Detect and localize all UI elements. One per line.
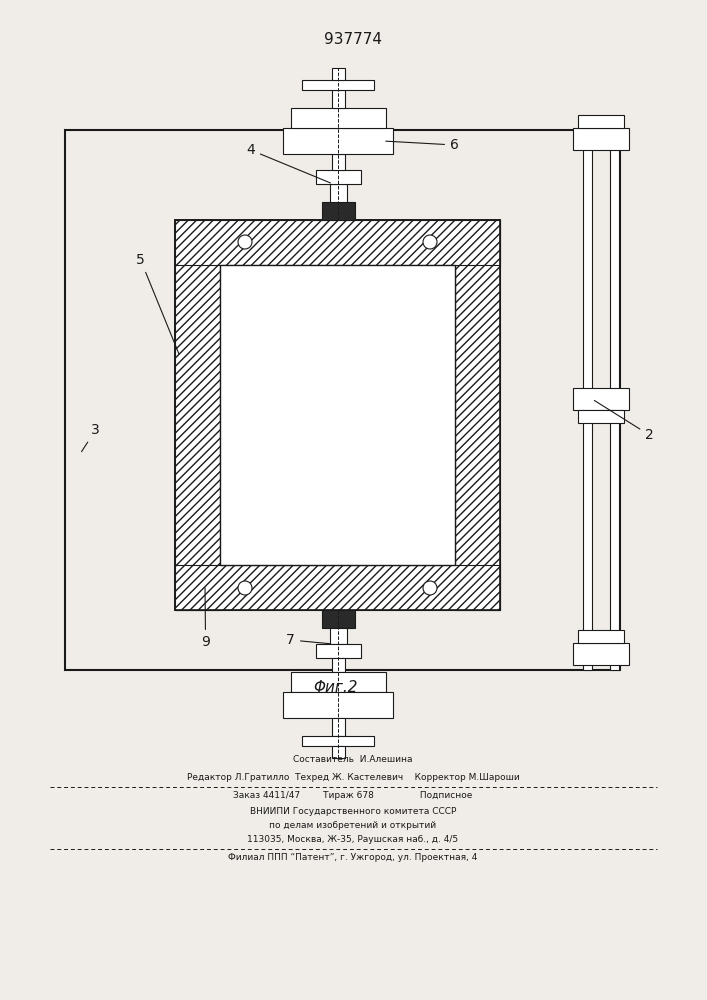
Text: 2: 2 (595, 400, 654, 442)
Bar (316, 170, 361, 184)
Bar (332, 718, 345, 736)
Bar (578, 630, 624, 643)
Bar (332, 154, 345, 170)
Bar (578, 410, 624, 423)
Circle shape (423, 235, 437, 249)
Circle shape (238, 235, 252, 249)
Bar (175, 220, 500, 610)
Circle shape (423, 581, 437, 595)
Text: 113035, Москва, Ж-35, Раушская наб., д. 4/5: 113035, Москва, Ж-35, Раушская наб., д. … (247, 835, 459, 844)
Text: 9: 9 (201, 588, 210, 649)
Bar (220, 265, 455, 565)
Bar (283, 128, 393, 154)
Text: Φиг.2: Φиг.2 (312, 680, 357, 694)
Bar (175, 220, 500, 265)
Bar (573, 388, 629, 410)
Text: 4: 4 (246, 143, 330, 183)
Text: 3: 3 (81, 423, 100, 452)
Bar (583, 130, 592, 670)
Bar (330, 628, 347, 644)
Bar (291, 672, 386, 692)
Bar (322, 202, 355, 220)
Bar (573, 128, 629, 150)
Bar (316, 644, 361, 658)
Text: Филиал ППП “Патент”, г. Ужгород, ул. Проектная, 4: Филиал ППП “Патент”, г. Ужгород, ул. Про… (228, 853, 478, 862)
Bar (330, 184, 347, 202)
Bar (175, 220, 220, 610)
Text: 6: 6 (386, 138, 459, 152)
Bar (573, 643, 629, 665)
Bar (455, 220, 500, 610)
Text: Редактор Л.Гратилло  Техред Ж. Кастелевич    Корректор М.Шароши: Редактор Л.Гратилло Техред Ж. Кастелевич… (187, 773, 520, 782)
Text: 5: 5 (136, 253, 179, 354)
Bar (322, 610, 355, 628)
Bar (610, 130, 619, 670)
Text: по делам изобретений и открытий: по делам изобретений и открытий (269, 821, 436, 830)
Text: Заказ 4411/47        Тираж 678                Подписное: Заказ 4411/47 Тираж 678 Подписное (233, 791, 473, 800)
Circle shape (238, 581, 252, 595)
Bar (175, 220, 500, 610)
Bar (332, 746, 345, 758)
Bar (332, 68, 345, 80)
Bar (332, 658, 345, 672)
Bar (175, 565, 500, 610)
Text: 7: 7 (286, 633, 330, 647)
Text: 937774: 937774 (324, 32, 382, 47)
Bar (302, 80, 374, 90)
Bar (332, 90, 345, 108)
Bar (291, 108, 386, 128)
Bar (283, 692, 393, 718)
Bar (302, 736, 374, 746)
Bar (65, 130, 620, 670)
Text: ВНИИПИ Государственного комитета СССР: ВНИИПИ Государственного комитета СССР (250, 807, 456, 816)
Text: Составитель  И.Алешина: Составитель И.Алешина (293, 755, 413, 764)
Bar (578, 115, 624, 128)
